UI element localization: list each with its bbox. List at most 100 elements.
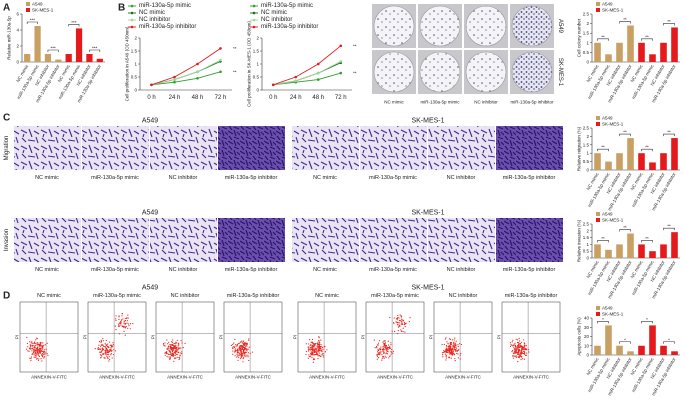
flow-event: [246, 349, 248, 351]
flow-event: [102, 340, 104, 342]
flow-event: [382, 350, 384, 352]
flow-event: [181, 353, 183, 355]
flow-event: [395, 318, 398, 320]
bar: [594, 42, 601, 62]
y-tick-label: 1: [586, 151, 589, 156]
flow-event: [517, 352, 520, 354]
flow-event: [173, 347, 175, 349]
flow-x-label: ANNEXIN-V-FITC: [99, 375, 136, 380]
flow-event: [454, 342, 456, 344]
flow-plot: [19, 301, 79, 373]
flow-event: [326, 349, 328, 351]
flow-event: [446, 341, 448, 343]
flow-event: [123, 325, 125, 328]
flow-event: [248, 359, 250, 362]
flow-event: [400, 315, 402, 317]
flow-event: [37, 349, 40, 351]
flow-event: [460, 343, 463, 346]
flow-x-label: ANNEXIN-V-FITC: [377, 375, 414, 380]
significance: **: [233, 69, 237, 74]
caption: NC inhibitor: [474, 100, 498, 105]
flow-event: [124, 317, 126, 320]
flow-event: [316, 349, 318, 351]
flow-event: [305, 343, 307, 345]
flow-event: [382, 348, 384, 350]
flow-event: [382, 355, 384, 358]
flow-event: [38, 358, 40, 360]
flow-event: [451, 352, 453, 354]
flow-event: [103, 357, 105, 359]
flow-event: [519, 340, 521, 342]
caption: miR-130a-5p inhibitor: [503, 267, 556, 273]
flow-event: [523, 350, 525, 353]
flow-event: [45, 351, 47, 353]
flow-event: [382, 346, 384, 348]
flow-event: [402, 331, 404, 333]
flow-event: [240, 350, 243, 352]
flow-event: [177, 350, 179, 352]
caption: NC mimic: [313, 175, 337, 181]
group-heading: SK-MES-1: [411, 210, 444, 217]
line: [273, 61, 341, 86]
flow-event: [319, 350, 321, 352]
flow-event: [31, 344, 33, 346]
flow-event: [318, 339, 320, 342]
flow-event: [174, 342, 176, 345]
legend-label: NC inhibitor: [139, 17, 170, 23]
flow-plot: [223, 301, 283, 373]
flow-event: [318, 351, 320, 353]
y-tick-label: 0: [134, 88, 137, 93]
y-tick-label: 2.5: [583, 12, 590, 17]
flow-event: [458, 349, 460, 351]
flow-event: [102, 353, 104, 355]
flow-event: [35, 358, 38, 360]
flow-event: [405, 322, 407, 325]
flow-event: [515, 338, 517, 340]
flow-event: [126, 320, 129, 322]
flow-event: [523, 344, 525, 346]
flow-event: [38, 355, 41, 357]
flow-event: [449, 344, 451, 347]
y-axis-label: Relative miR-130a-5p: [7, 16, 12, 60]
flow-event: [179, 352, 181, 354]
flow-event: [311, 346, 313, 348]
flow-event: [115, 315, 117, 317]
bar: [605, 161, 612, 170]
legend-label: A549: [602, 116, 613, 121]
flow-event: [518, 349, 520, 351]
flow-event: [448, 356, 450, 358]
bar: [65, 54, 72, 62]
significance-bracket: [47, 49, 59, 52]
flow-plot: [433, 301, 493, 373]
flow-event: [125, 317, 128, 319]
flow-event: [168, 347, 170, 349]
flow-event: [106, 354, 108, 356]
legend-swatch: [596, 2, 600, 6]
flow-event: [98, 344, 100, 346]
flow-event: [391, 351, 393, 353]
flow-event: [166, 339, 168, 341]
flow-event: [523, 346, 525, 348]
flow-event: [178, 347, 180, 350]
flow-event: [381, 348, 383, 350]
flow-event: [454, 357, 456, 360]
significance-bracket: [597, 240, 609, 243]
flow-event: [441, 343, 443, 346]
flow-event: [242, 358, 244, 360]
significance: **: [353, 43, 357, 48]
flow-event: [445, 344, 448, 347]
flow-event: [310, 354, 312, 356]
bar: [96, 58, 103, 62]
flow-event: [307, 357, 309, 359]
flow-event: [448, 347, 450, 349]
flow-event: [523, 353, 526, 355]
flow-event: [384, 342, 386, 344]
flow-event: [171, 344, 173, 346]
flow-event: [128, 325, 130, 327]
flow-event: [528, 351, 530, 353]
flow-event: [401, 318, 403, 320]
flow-event: [243, 344, 245, 346]
flow-event: [377, 344, 379, 347]
flow-event: [175, 344, 177, 346]
flow-event: [377, 357, 380, 359]
